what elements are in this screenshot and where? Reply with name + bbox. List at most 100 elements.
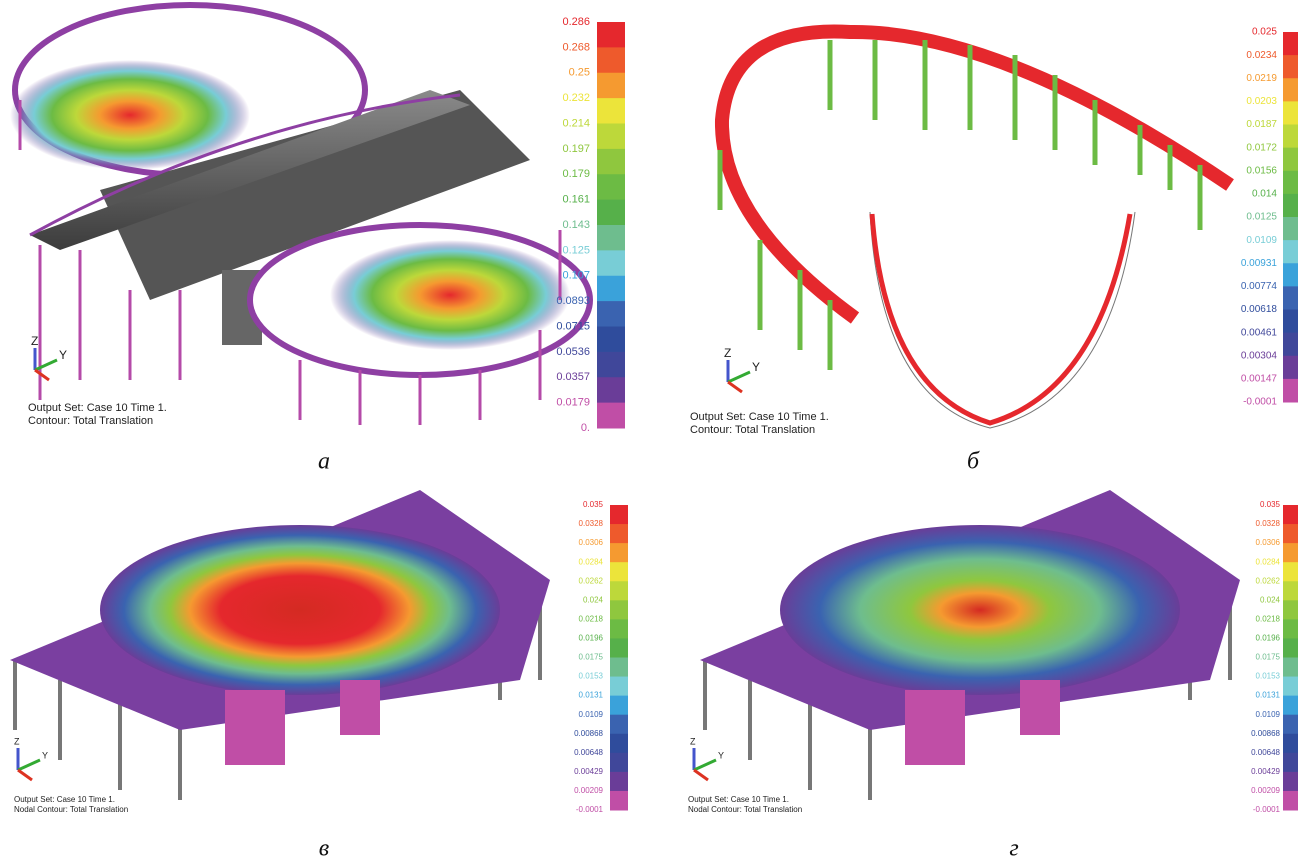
legend-swatch xyxy=(610,638,628,658)
legend-swatch xyxy=(1283,677,1298,697)
legend-swatch xyxy=(1283,524,1298,544)
legend-swatch xyxy=(1283,734,1298,754)
legend-swatch xyxy=(1283,333,1298,357)
legend-label: 0.0328 xyxy=(1256,519,1281,528)
legend-swatch xyxy=(1283,505,1298,525)
legend-swatch xyxy=(1283,240,1298,264)
axis-label: Y xyxy=(42,750,48,760)
legend-swatch xyxy=(1283,658,1298,678)
legend-label: 0.0284 xyxy=(1256,557,1281,566)
legend-swatch xyxy=(610,791,628,811)
axis-x xyxy=(694,770,708,780)
axis-label: Z xyxy=(31,334,38,348)
model-d xyxy=(700,490,1240,800)
legend-label: 0.0153 xyxy=(579,672,604,681)
legend-swatch xyxy=(1283,263,1298,287)
legend-label: 0.197 xyxy=(562,143,590,155)
model-b xyxy=(720,32,1230,428)
legend-swatch xyxy=(1283,125,1298,149)
legend-label: 0.014 xyxy=(1252,189,1277,200)
legend-swatch xyxy=(610,696,628,716)
axis-y xyxy=(728,372,750,382)
legend-swatch xyxy=(1283,772,1298,792)
legend-label: 0.0109 xyxy=(579,710,604,719)
axis-label: Y xyxy=(718,750,724,760)
legend-swatch xyxy=(610,600,628,620)
legend-swatch xyxy=(1283,562,1298,582)
legend-label: 0.0893 xyxy=(556,295,590,307)
output-set: Output Set: Case 10 Time 1. xyxy=(28,402,167,414)
legend-label: 0.232 xyxy=(562,92,590,104)
axis-x xyxy=(35,370,49,380)
legend-swatch xyxy=(610,753,628,773)
legend-label: 0.035 xyxy=(583,500,604,509)
legend-swatch xyxy=(610,734,628,754)
axis-label: Y xyxy=(59,348,67,362)
legend-swatch xyxy=(1283,32,1298,56)
legend-label: 0.143 xyxy=(562,219,590,231)
legend-label: 0.0175 xyxy=(1256,653,1281,662)
legend-swatch xyxy=(1283,217,1298,241)
axis-label: Z xyxy=(690,736,696,746)
legend-swatch xyxy=(597,352,625,378)
legend-label: 0.0284 xyxy=(579,557,604,566)
output-set: Output Set: Case 10 Time 1. xyxy=(690,411,829,423)
legend-label: 0.0203 xyxy=(1246,96,1277,107)
legend-swatch xyxy=(610,581,628,601)
legend-label: 0.00147 xyxy=(1241,374,1278,385)
legend-label: 0.025 xyxy=(1252,27,1277,38)
legend-swatch xyxy=(1283,753,1298,773)
output-set: Output Set: Case 10 Time 1. xyxy=(14,795,115,804)
legend-label: 0.00304 xyxy=(1241,350,1278,361)
legend-swatch xyxy=(1283,194,1298,218)
legend-swatch xyxy=(1283,696,1298,716)
axis-label: Z xyxy=(724,346,731,360)
legend-label: 0.268 xyxy=(562,41,590,53)
legend-swatch xyxy=(1283,286,1298,310)
legend-swatch xyxy=(610,524,628,544)
axis-x xyxy=(18,770,32,780)
legend-swatch xyxy=(1283,148,1298,172)
legend-swatch xyxy=(597,200,625,226)
legend-label: 0.035 xyxy=(1260,500,1281,509)
legend-label: 0.107 xyxy=(562,270,590,282)
legend-swatch xyxy=(1283,379,1298,403)
axis-label: Y xyxy=(752,360,760,374)
legend-swatch xyxy=(597,47,625,73)
legend-swatch xyxy=(1283,638,1298,658)
legend-swatch xyxy=(610,715,628,735)
legend-label: 0.0125 xyxy=(1246,212,1277,223)
legend-label: 0.00461 xyxy=(1241,327,1278,338)
model-a xyxy=(10,5,590,425)
legend-label: 0.00931 xyxy=(1241,258,1278,269)
model-c xyxy=(10,490,550,800)
legend-swatch xyxy=(1283,310,1298,334)
legend-swatch xyxy=(597,73,625,99)
legend-label: 0.0179 xyxy=(556,397,590,409)
legend-label: 0.0172 xyxy=(1246,142,1277,153)
legend-label: 0.0131 xyxy=(579,691,604,700)
legend-label: 0.0153 xyxy=(1256,672,1281,681)
legend-label: 0.00648 xyxy=(574,748,603,757)
legend-swatch xyxy=(610,677,628,697)
legend-swatch xyxy=(1283,791,1298,811)
legend-label: 0.0715 xyxy=(556,320,590,332)
legend-swatch xyxy=(1283,55,1298,79)
legend-label: 0.00618 xyxy=(1241,304,1278,315)
legend-label: 0.00868 xyxy=(574,729,603,738)
legend-label: 0.0175 xyxy=(579,653,604,662)
legend-label: 0.0219 xyxy=(1246,73,1277,84)
legend-label: 0.25 xyxy=(569,67,590,79)
legend-swatch xyxy=(1283,715,1298,735)
contour-label: Contour: Total Translation xyxy=(28,415,153,427)
legend-swatch xyxy=(610,658,628,678)
contour-label: Nodal Contour: Total Translation xyxy=(688,805,802,814)
legend-swatch xyxy=(610,619,628,639)
legend-label: 0.024 xyxy=(1260,595,1281,604)
legend-label: 0.0262 xyxy=(579,576,604,585)
axis-y xyxy=(18,760,40,770)
legend-swatch xyxy=(1283,619,1298,639)
legend-swatch xyxy=(597,174,625,200)
caption: в xyxy=(319,836,329,862)
legend-label: 0.161 xyxy=(562,194,590,206)
